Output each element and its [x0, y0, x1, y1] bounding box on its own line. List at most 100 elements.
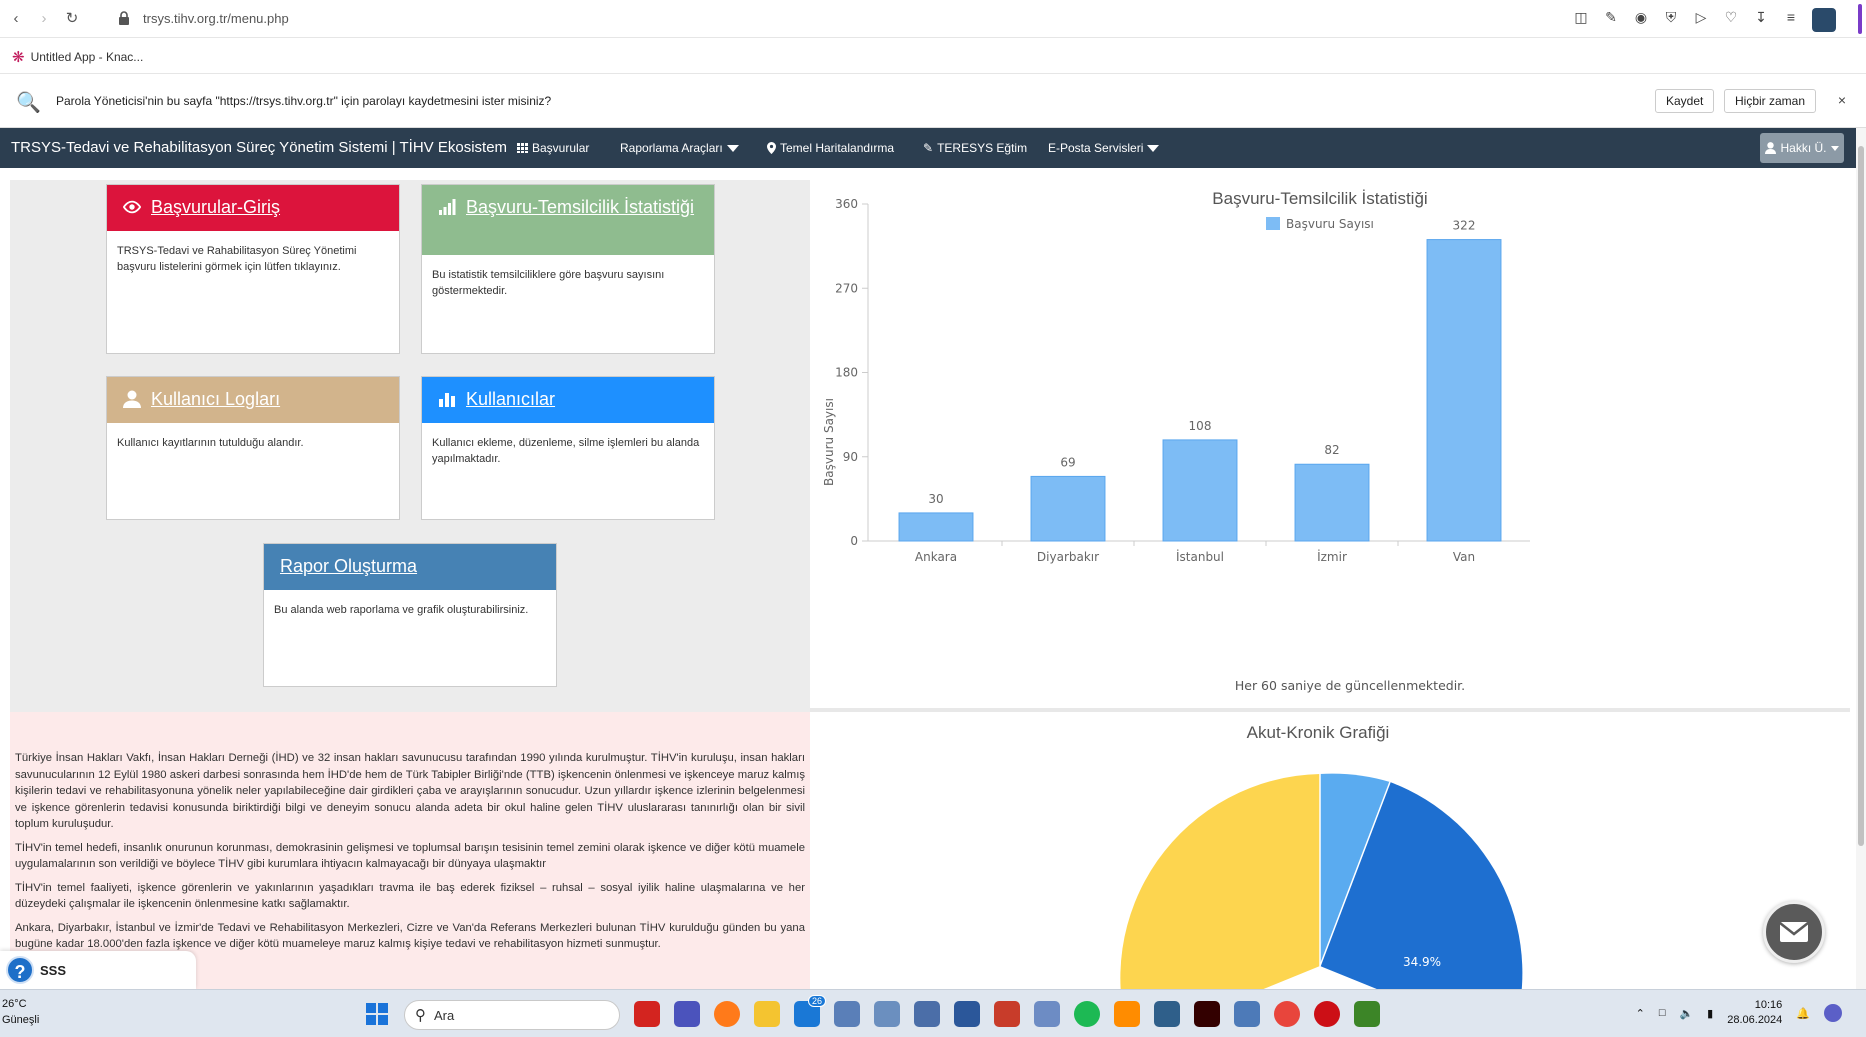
notification-bell-icon[interactable]: 🔔 — [1796, 1007, 1810, 1020]
card-kullanicilar[interactable]: Kullanıcılar Kullanıcı ekleme, düzenleme… — [421, 376, 715, 520]
x-tick-label: Ankara — [915, 550, 957, 564]
mail-app-icon[interactable]: 26 — [794, 995, 826, 1027]
y-tick-label: 180 — [835, 366, 858, 380]
edit-icon[interactable]: ✎ — [1605, 9, 1617, 25]
app-icon[interactable] — [1154, 1001, 1180, 1027]
card-kullanici-loglari[interactable]: Kullanıcı Logları Kullanıcı kayıtlarının… — [106, 376, 400, 520]
browser-toolbar: ‹ › ↻ trsys.tihv.org.tr/menu.php ◫ ✎ ◉ ⛨… — [0, 0, 1866, 38]
teams-app-icon[interactable] — [674, 1001, 700, 1027]
mail-badge: 26 — [807, 995, 826, 1007]
camera-icon[interactable]: ◉ — [1634, 9, 1648, 25]
nav-raporlama[interactable]: Raporlama Araçları — [620, 141, 739, 155]
split-view-icon[interactable]: ◫ — [1574, 9, 1588, 25]
scrollbar-thumb[interactable] — [1858, 146, 1864, 846]
illustrator-app-icon[interactable] — [1194, 1001, 1220, 1027]
extension-icons: ◫ ✎ ◉ ⛨ ▷ ♡ ↧ ≡ — [1572, 8, 1836, 32]
network-icon[interactable]: □ — [1658, 1007, 1666, 1019]
never-button[interactable]: Hiçbir zaman — [1724, 89, 1817, 113]
menu-cards-panel: Başvurular-Giriş TRSYS-Tedavi ve Rahabil… — [10, 180, 810, 712]
bar — [1162, 439, 1238, 542]
back-icon[interactable]: ‹ — [13, 10, 19, 27]
grid-icon — [517, 143, 528, 153]
card-title[interactable]: Kullanıcı Logları — [151, 389, 281, 409]
data-label: 30 — [928, 492, 943, 506]
card-header: Başvurular-Giriş — [107, 185, 399, 231]
x-tick-label: İstanbul — [1176, 549, 1224, 564]
profile-avatar[interactable] — [1812, 8, 1836, 32]
save-password-button[interactable]: Kaydet — [1655, 89, 1715, 113]
site-brand[interactable]: TRSYS-Tedavi ve Rehabilitasyon Süreç Yön… — [11, 139, 508, 156]
address-bar[interactable]: trsys.tihv.org.tr/menu.php — [143, 11, 289, 26]
app-icon[interactable] — [874, 1001, 900, 1027]
download-icon[interactable]: ↧ — [1755, 9, 1767, 25]
card-title[interactable]: Başvurular-Giriş — [151, 197, 281, 217]
chevron-up-icon[interactable]: ⌃ — [1635, 1007, 1645, 1020]
about-paragraph: Türkiye İnsan Hakları Vakfı, İnsan Hakla… — [15, 752, 805, 830]
card-title[interactable]: Kullanıcılar — [466, 389, 556, 409]
card-temsilcilik-istatistigi[interactable]: Başvuru-Temsilcilik İstatistiği Bu istat… — [421, 184, 715, 354]
file-explorer-icon[interactable] — [754, 1001, 780, 1027]
windows-start-icon[interactable] — [365, 1002, 389, 1026]
weather-widget[interactable]: 26°C Güneşli — [2, 998, 40, 1026]
heart-icon[interactable]: ♡ — [1724, 9, 1738, 25]
chrome-app-icon[interactable] — [1274, 1001, 1300, 1027]
volume-icon[interactable]: 🔈 — [1679, 1007, 1694, 1020]
bookmarks-bar: ❋ Untitled App - Knac... — [0, 38, 1866, 74]
sublime-app-icon[interactable] — [1114, 1001, 1140, 1027]
app-icon[interactable] — [914, 1001, 940, 1027]
spotify-app-icon[interactable] — [1074, 1001, 1100, 1027]
card-title[interactable]: Rapor Oluşturma — [280, 556, 418, 576]
card-title[interactable]: Başvuru-Temsilcilik İstatistiği — [466, 197, 695, 217]
bookmark-item[interactable]: ❋ Untitled App - Knac... — [12, 49, 144, 66]
about-paragraph: TİHV'in temel faaliyeti, işkence görenle… — [15, 881, 805, 911]
app-icon[interactable] — [1034, 1001, 1060, 1027]
minecraft-app-icon[interactable] — [1354, 1001, 1380, 1027]
bar — [1426, 239, 1502, 542]
legend-swatch — [1266, 217, 1280, 230]
signal-bars-icon — [439, 199, 456, 215]
help-icon[interactable]: ? — [6, 956, 34, 984]
nav-haritalandirma[interactable]: Temel Haritalandırma — [767, 141, 894, 155]
faq-label[interactable]: SSS — [40, 962, 67, 978]
card-description: Kullanıcı ekleme, düzenleme, silme işlem… — [432, 437, 700, 465]
word-app-icon[interactable] — [954, 1001, 980, 1027]
nav-basvurular[interactable]: Başvurular — [517, 141, 589, 155]
bar — [1294, 463, 1370, 542]
bar-chart-panel: Başvuru-Temsilcilik İstatistiği Başvuru … — [810, 180, 1850, 710]
menu-icon[interactable]: ≡ — [1786, 9, 1796, 25]
acrobat-app-icon[interactable] — [634, 1001, 660, 1027]
card-basvurular-giris[interactable]: Başvurular-Giriş TRSYS-Tedavi ve Rahabil… — [106, 184, 400, 354]
copilot-icon[interactable] — [1824, 1004, 1842, 1022]
nav-eposta[interactable]: E-Posta Servisleri — [1048, 141, 1160, 155]
about-paragraph: TİHV'in temel hedefi, insanlık onurunun … — [15, 841, 805, 871]
user-icon — [1765, 142, 1777, 154]
play-icon[interactable]: ▷ — [1695, 9, 1707, 25]
firefox-app-icon[interactable] — [714, 1001, 740, 1027]
battery-icon[interactable]: ▮ — [1707, 1007, 1714, 1020]
x-tick-label: Van — [1453, 550, 1475, 564]
caret-down-icon — [1147, 144, 1160, 152]
clock[interactable]: 10:16 28.06.2024 — [1727, 999, 1783, 1026]
pie-chart-panel: Akut-Kronik Grafiği 34.9% — [810, 712, 1850, 989]
page-scrollbar[interactable] — [1856, 128, 1866, 989]
taskbar-search[interactable]: ⚲ Ara — [404, 1000, 620, 1030]
reload-icon[interactable]: ↻ — [65, 10, 79, 27]
user-icon — [123, 390, 141, 408]
shield-icon[interactable]: ⛨ — [1665, 9, 1677, 25]
envelope-icon — [1779, 922, 1809, 942]
winrar-app-icon[interactable] — [994, 1001, 1020, 1027]
card-description: Bu istatistik temsilciliklere göre başvu… — [432, 269, 665, 297]
bar — [1030, 475, 1106, 542]
nav-egitim[interactable]: ✎ TERESYS Eğtim — [923, 141, 1028, 155]
forward-icon[interactable]: › — [41, 10, 47, 27]
app-icon[interactable] — [1234, 1001, 1260, 1027]
search-icon: ⚲ — [415, 1007, 426, 1024]
opera-app-icon[interactable] — [1314, 1001, 1340, 1027]
faq-widget[interactable]: ? SSS — [0, 951, 196, 989]
card-rapor-olusturma[interactable]: Rapor Oluşturma Bu alanda web raporlama … — [263, 543, 557, 687]
app-icon[interactable] — [834, 1001, 860, 1027]
close-icon[interactable]: × — [1837, 92, 1846, 108]
user-menu-button[interactable]: Hakkı Ü. — [1760, 133, 1844, 163]
password-message: Parola Yöneticisi'nin bu sayfa "https://… — [56, 94, 552, 108]
mail-fab-button[interactable] — [1763, 901, 1825, 963]
